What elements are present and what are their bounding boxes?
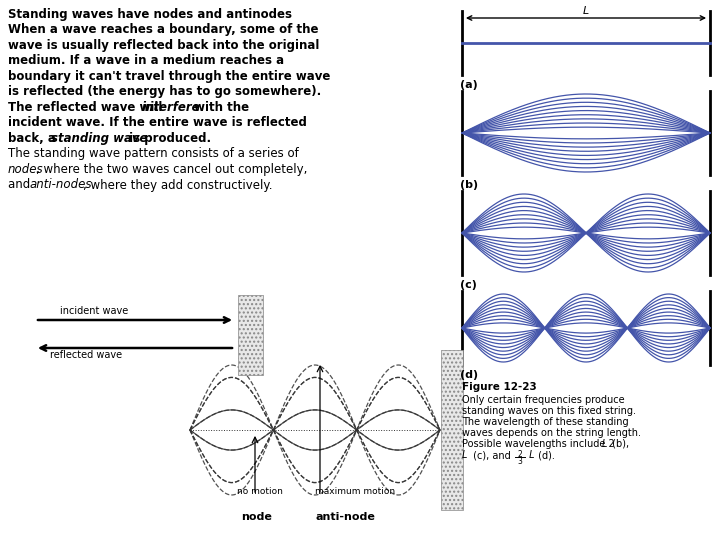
Text: no motion: no motion (237, 487, 283, 496)
Text: L: L (526, 450, 534, 460)
Text: Standing waves have nodes and antinodes: Standing waves have nodes and antinodes (8, 8, 292, 21)
Text: (c): (c) (460, 280, 477, 290)
Text: nodes: nodes (8, 163, 44, 176)
Text: boundary it can't travel through the entire wave: boundary it can't travel through the ent… (8, 70, 330, 83)
Text: with the: with the (190, 101, 249, 114)
Text: node: node (241, 512, 272, 522)
Text: anti-node: anti-node (315, 512, 375, 522)
Text: anti-nodes: anti-nodes (30, 179, 92, 192)
Text: L: L (462, 450, 467, 460)
Text: interfere: interfere (142, 101, 201, 114)
Text: Figure 12-23: Figure 12-23 (462, 382, 536, 392)
Text: (d): (d) (460, 370, 478, 380)
Text: is produced.: is produced. (125, 132, 211, 145)
Text: and: and (8, 179, 34, 192)
Text: medium. If a wave in a medium reaches a: medium. If a wave in a medium reaches a (8, 55, 284, 68)
Text: (b): (b) (460, 180, 478, 190)
Text: Only certain frequencies produce: Only certain frequencies produce (462, 395, 625, 405)
Text: standing wave: standing wave (51, 132, 148, 145)
Text: waves depends on the string length.: waves depends on the string length. (462, 428, 641, 438)
Text: 2: 2 (517, 450, 522, 459)
Text: , where the two waves cancel out completely,: , where the two waves cancel out complet… (36, 163, 307, 176)
Text: , where they add constructively.: , where they add constructively. (83, 179, 272, 192)
Text: The standing wave pattern consists of a series of: The standing wave pattern consists of a … (8, 147, 299, 160)
Text: back, a: back, a (8, 132, 60, 145)
Text: maximum motion: maximum motion (315, 487, 395, 496)
Text: reflected wave: reflected wave (50, 350, 122, 360)
Text: Possible wavelengths include 2: Possible wavelengths include 2 (462, 439, 615, 449)
Text: The reflected wave will: The reflected wave will (8, 101, 166, 114)
Text: wave is usually reflected back into the original: wave is usually reflected back into the … (8, 39, 320, 52)
Text: 3: 3 (517, 457, 522, 466)
Text: standing waves on this fixed string.: standing waves on this fixed string. (462, 406, 636, 416)
Bar (238, 295, 263, 375)
Text: is reflected (the energy has to go somewhere).: is reflected (the energy has to go somew… (8, 85, 321, 98)
Text: (a): (a) (460, 80, 478, 90)
Text: (d).: (d). (535, 450, 555, 460)
Text: incident wave: incident wave (60, 306, 128, 316)
Text: L: L (583, 6, 589, 16)
Text: (b),: (b), (609, 439, 629, 449)
Text: (c), and: (c), and (470, 450, 514, 460)
Text: When a wave reaches a boundary, some of the: When a wave reaches a boundary, some of … (8, 24, 318, 37)
Text: L: L (602, 439, 608, 449)
Text: incident wave. If the entire wave is reflected: incident wave. If the entire wave is ref… (8, 117, 307, 130)
Text: The wavelength of these standing: The wavelength of these standing (462, 417, 629, 427)
Bar (441, 350, 463, 510)
